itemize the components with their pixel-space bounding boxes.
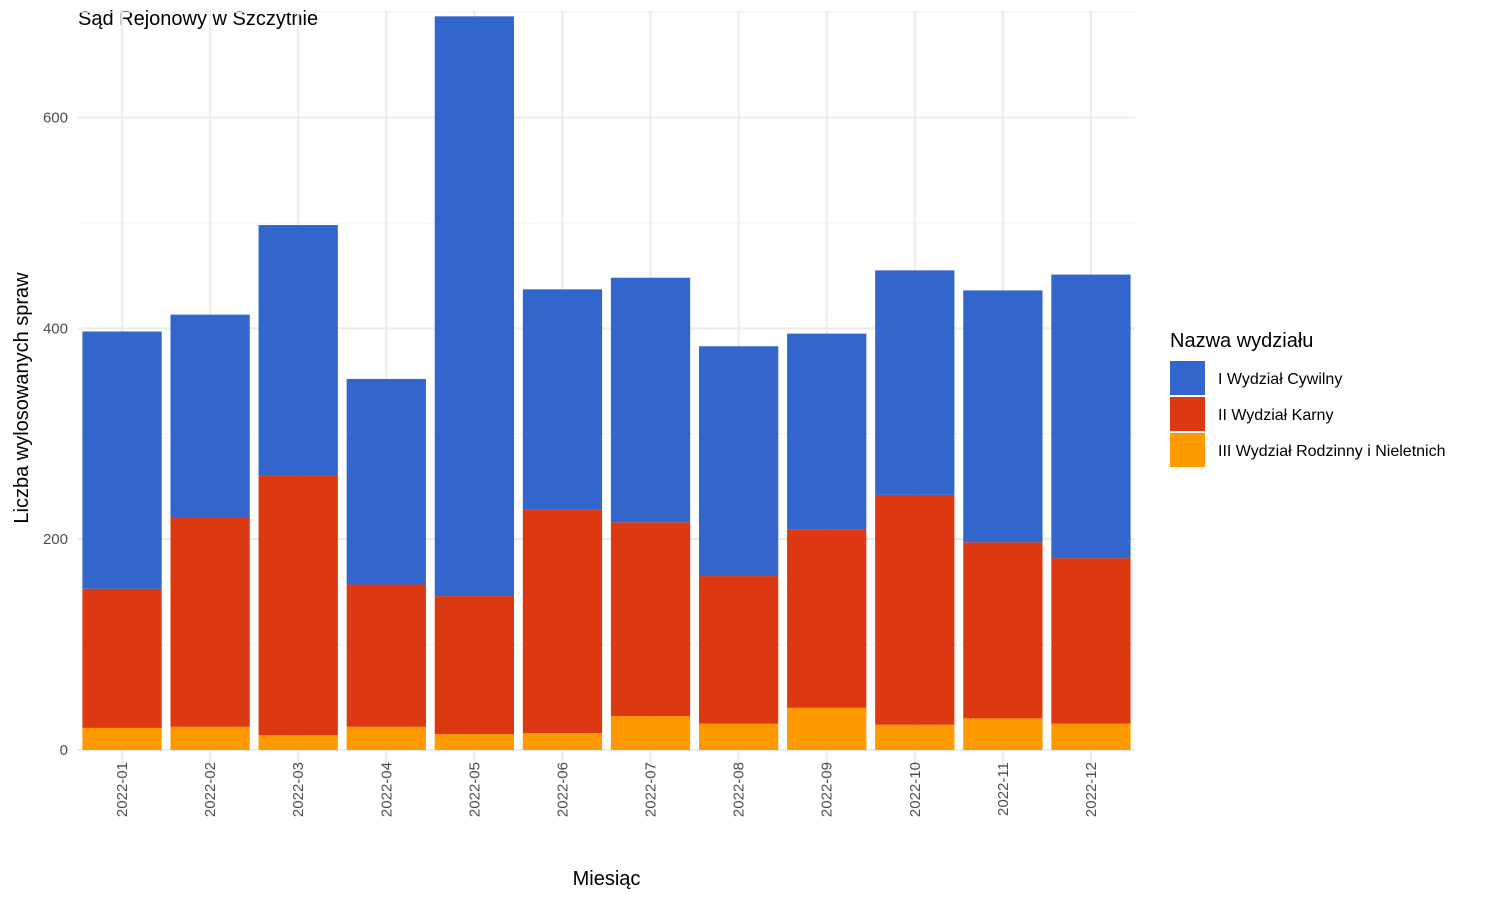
x-tick-label: 2022-09 [819, 762, 836, 817]
y-axis-ticks: 0 200 400 600 [43, 110, 68, 759]
bar-segment [258, 225, 338, 476]
x-axis-title: Miesiąc [573, 868, 641, 890]
legend-title: Nazwa wydziału [1170, 330, 1313, 352]
x-axis-ticks: 2022-01 2022-02 2022-03 2022-04 2022-05 2022-… [114, 762, 1100, 817]
y-axis-title: Liczba wylosowanych spraw [11, 272, 33, 524]
bar-segment [610, 716, 691, 750]
bar-segment [170, 517, 250, 727]
bar-segment [522, 733, 603, 750]
bar-segment [963, 290, 1043, 543]
bar-segment [522, 509, 603, 734]
legend-key [1170, 361, 1205, 395]
bar-segment [963, 542, 1043, 719]
bar-segment [434, 734, 515, 750]
bar-segment [1051, 558, 1131, 724]
bar-segment [522, 289, 603, 510]
x-tick-label: 2022-11 [995, 762, 1012, 816]
y-tick-label: 0 [60, 742, 68, 759]
legend-label: II Wydział Karny [1218, 407, 1333, 424]
x-tick-label: 2022-05 [466, 762, 483, 817]
x-tick-label: 2022-01 [114, 762, 131, 817]
bar-segment [698, 346, 779, 577]
bar-segment [787, 333, 867, 530]
x-tick-label: 2022-10 [907, 762, 924, 817]
legend-key [1170, 433, 1205, 467]
bar-segment [346, 378, 426, 585]
bar-segment [875, 724, 955, 750]
legend-label: III Wydział Rodzinny i Nieletnich [1218, 443, 1446, 460]
legend: Nazwa wydziału I Wydział Cywilny II Wydzi… [1170, 330, 1446, 467]
bar-segment [1051, 274, 1131, 559]
chart-title: Sąd Rejonowy w Szczytnie [78, 8, 319, 30]
bar-segment [258, 475, 338, 736]
x-tick-label: 2022-06 [554, 762, 571, 817]
bar-segment [698, 576, 779, 724]
bars [82, 16, 1131, 750]
bar-segment [258, 735, 338, 750]
x-tick-label: 2022-02 [202, 762, 219, 817]
legend-key [1170, 397, 1205, 431]
x-tick-label: 2022-07 [643, 762, 660, 817]
y-tick-label: 400 [43, 320, 68, 337]
bar-segment [875, 270, 955, 495]
bar-segment [170, 726, 250, 750]
bar-segment [787, 529, 867, 708]
bar-segment [610, 522, 691, 717]
legend-label: I Wydział Cywilny [1218, 371, 1342, 388]
bar-segment [434, 16, 515, 597]
bar-segment [82, 331, 162, 589]
bar-segment [698, 723, 779, 750]
bar-segment [875, 494, 955, 725]
bar-segment [787, 707, 867, 750]
y-tick-label: 600 [43, 110, 68, 127]
bar-segment [434, 596, 515, 735]
x-tick-label: 2022-08 [731, 762, 748, 817]
bar-segment [82, 727, 162, 750]
bar-segment [346, 726, 426, 750]
x-tick-label: 2022-03 [290, 762, 307, 817]
x-tick-label: 2022-04 [378, 762, 395, 817]
x-tick-label: 2022-12 [1083, 762, 1100, 817]
bar-segment [346, 584, 426, 727]
bar-segment [170, 314, 250, 518]
bar-segment [610, 277, 691, 523]
bar-segment [1051, 723, 1131, 750]
bar-segment [82, 588, 162, 728]
bar-segment [963, 718, 1043, 750]
y-tick-label: 200 [43, 531, 68, 548]
